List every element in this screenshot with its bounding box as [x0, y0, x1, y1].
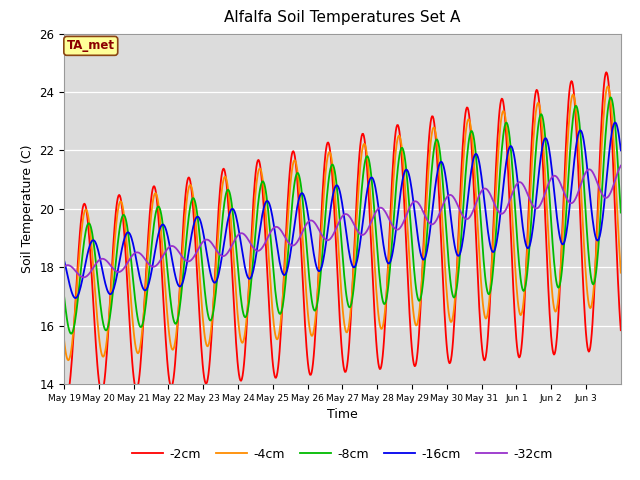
- -4cm: [401, 175, 408, 181]
- X-axis label: Time: Time: [327, 408, 358, 421]
- Title: Alfalfa Soil Temperatures Set A: Alfalfa Soil Temperatures Set A: [224, 11, 461, 25]
- Line: -8cm: -8cm: [64, 97, 621, 334]
- -16cm: [277, 266, 285, 272]
- -32cm: [80, 275, 88, 280]
- -8cm: [67, 331, 75, 336]
- -8cm: [126, 247, 134, 252]
- -4cm: [432, 130, 440, 136]
- -16cm: [72, 295, 79, 301]
- Line: -2cm: -2cm: [64, 72, 621, 396]
- Y-axis label: Soil Temperature (C): Soil Temperature (C): [20, 144, 34, 273]
- -2cm: [60, 380, 68, 386]
- -32cm: [228, 241, 236, 247]
- Line: -32cm: -32cm: [64, 166, 621, 277]
- -2cm: [277, 326, 285, 332]
- -16cm: [617, 147, 625, 153]
- -4cm: [604, 84, 612, 89]
- -32cm: [401, 217, 408, 223]
- -16cm: [228, 206, 236, 212]
- -8cm: [401, 153, 408, 158]
- -16cm: [256, 226, 264, 232]
- -8cm: [432, 138, 440, 144]
- -2cm: [126, 327, 134, 333]
- -2cm: [256, 162, 264, 168]
- -32cm: [126, 256, 134, 262]
- -2cm: [401, 204, 408, 210]
- -8cm: [277, 310, 285, 316]
- -32cm: [60, 264, 68, 270]
- -2cm: [617, 327, 625, 333]
- -16cm: [401, 169, 408, 175]
- -32cm: [256, 247, 264, 253]
- Line: -16cm: -16cm: [64, 122, 621, 298]
- -8cm: [256, 187, 264, 192]
- -2cm: [228, 276, 236, 281]
- -2cm: [63, 393, 71, 398]
- -8cm: [228, 206, 236, 212]
- -16cm: [432, 180, 440, 186]
- Text: TA_met: TA_met: [67, 39, 115, 52]
- -4cm: [60, 336, 68, 342]
- -32cm: [277, 228, 285, 233]
- Legend: -2cm, -4cm, -8cm, -16cm, -32cm: -2cm, -4cm, -8cm, -16cm, -32cm: [127, 443, 558, 466]
- -8cm: [617, 210, 625, 216]
- -16cm: [60, 257, 68, 263]
- -4cm: [277, 315, 285, 321]
- -4cm: [126, 285, 134, 291]
- -8cm: [60, 292, 68, 298]
- -32cm: [617, 163, 625, 168]
- -8cm: [607, 95, 614, 100]
- -16cm: [611, 120, 619, 125]
- -4cm: [617, 270, 625, 276]
- -4cm: [65, 357, 72, 363]
- -16cm: [126, 231, 134, 237]
- -32cm: [432, 218, 440, 224]
- -4cm: [256, 166, 264, 171]
- Line: -4cm: -4cm: [64, 86, 621, 360]
- -2cm: [602, 70, 610, 75]
- -4cm: [228, 238, 236, 244]
- -2cm: [432, 135, 440, 141]
